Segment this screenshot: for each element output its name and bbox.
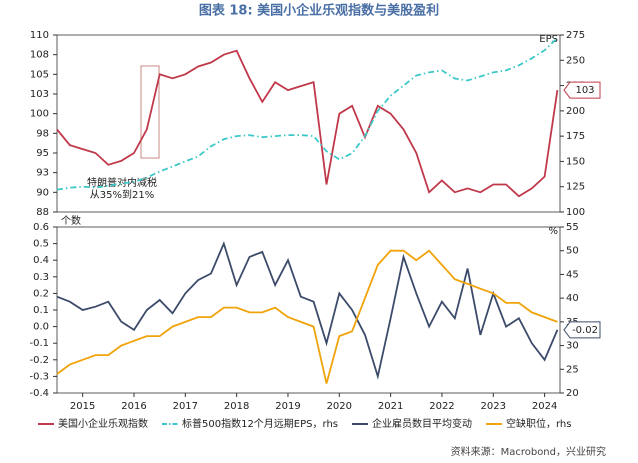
y-tick-label: 0.0 (33, 322, 49, 333)
y-tick-label: 98 (36, 128, 49, 139)
x-tick-label: 2024 (532, 401, 557, 412)
legend-label: 标普500指数12个月远期EPS，rhs (182, 417, 338, 430)
y2-tick-label: 20 (566, 388, 579, 399)
y-tick-label: 0.1 (33, 305, 49, 316)
annotation: 从35%到21% (90, 189, 154, 201)
y-tick-label: -0.1 (29, 338, 49, 349)
x-tick-label: 2015 (70, 401, 95, 412)
y-tick-label: 108 (30, 50, 49, 61)
y-tick-label: 0.4 (33, 255, 49, 266)
y-tick-label: 110 (30, 30, 49, 41)
y-tick-label: -0.3 (29, 371, 49, 382)
y-tick-label: 95 (36, 148, 49, 159)
x-tick-label: 2018 (224, 401, 249, 412)
legend-label: 美国小企业乐观指数 (58, 417, 148, 430)
plot-frame (56, 34, 561, 213)
y2-tick-label: 50 (566, 246, 579, 257)
y2-tick-label: 125 (566, 182, 585, 193)
y2-tick-label: 200 (566, 106, 585, 117)
y-tick-label: 0.2 (33, 288, 49, 299)
plot-frame (56, 226, 561, 394)
end-label: -0.02 (572, 325, 598, 336)
x-tick-label: 2020 (327, 401, 352, 412)
end-label: 103 (575, 85, 594, 96)
y-tick-label: 0.5 (33, 239, 49, 250)
y-tick-label: 88 (36, 207, 49, 218)
y2-tick-label: 150 (566, 156, 585, 167)
source: 资料来源：Macrobond，兴业研究 (451, 445, 606, 458)
legend-label: 企业雇员数目平均变动 (372, 417, 472, 430)
x-tick-label: 2022 (429, 401, 454, 412)
y-tick-label: 100 (30, 109, 49, 120)
y-tick-label: -0.4 (29, 388, 49, 399)
end-label-box (563, 81, 601, 99)
y2-tick-label: 30 (566, 341, 579, 352)
x-tick-label: 2023 (481, 401, 506, 412)
y2-axis-label: EPS (539, 34, 558, 45)
x-tick-label: 2017 (173, 401, 198, 412)
series-line (56, 240, 559, 380)
y2-tick-label: 25 (566, 364, 579, 375)
y-tick-label: 90 (36, 187, 49, 198)
y2-axis-label: % (548, 226, 558, 237)
end-label-box (563, 321, 601, 339)
y2-tick-label: 55 (566, 222, 579, 233)
series-line (56, 37, 559, 191)
series-line (56, 249, 558, 384)
legend-label: 空缺职位，rhs (506, 417, 571, 430)
y2-tick-label: 100 (566, 207, 585, 218)
y-tick-label: 93 (36, 168, 49, 179)
y2-tick-label: 45 (566, 269, 579, 280)
chart-title: 图表 18: 美国小企业乐观指数与美股盈利 (199, 3, 439, 19)
series-line (56, 49, 559, 198)
y-axis-label: 个数 (61, 214, 81, 227)
y2-tick-label: 40 (566, 293, 579, 304)
y-tick-label: 0.6 (33, 222, 49, 233)
y-tick-label: 105 (30, 69, 49, 80)
y-tick-label: 0.3 (33, 272, 49, 283)
y2-tick-label: 275 (566, 30, 585, 41)
y2-tick-label: 175 (566, 131, 585, 142)
y2-tick-label: 250 (566, 55, 585, 66)
annotation-box (140, 65, 160, 159)
y-tick-label: 103 (30, 89, 49, 100)
x-tick-label: 2021 (378, 401, 403, 412)
x-tick-label: 2016 (121, 401, 146, 412)
y-tick-label: -0.2 (29, 355, 49, 366)
x-tick-label: 2019 (275, 401, 300, 412)
